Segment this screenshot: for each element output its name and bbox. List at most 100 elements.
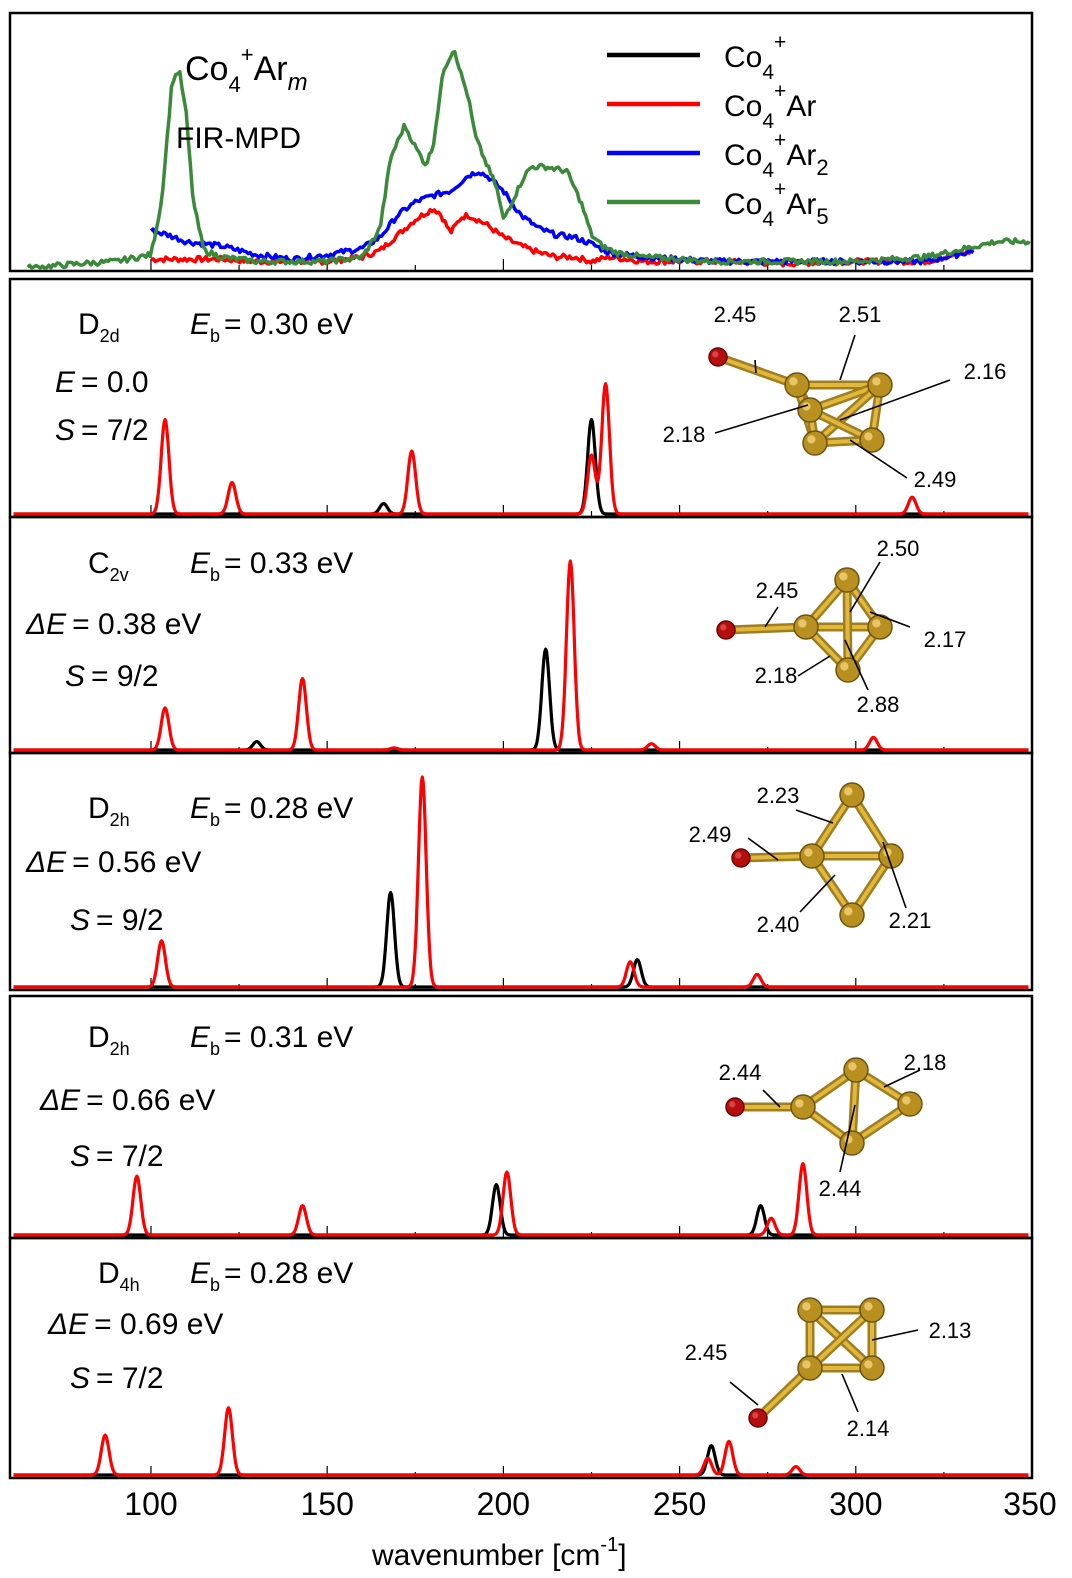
bond-length-leader xyxy=(839,334,856,381)
spin-label: S = 9/2 xyxy=(65,660,159,693)
point-group-label: D4h xyxy=(98,1257,140,1295)
bond-length-leader xyxy=(869,611,911,628)
co-co-bond-highlight xyxy=(845,578,850,672)
bond-length-leader xyxy=(841,1373,859,1413)
bond-length-label: 2.18 xyxy=(904,1050,947,1075)
bond-length-label: 2.16 xyxy=(964,359,1007,384)
argon-atom xyxy=(725,1097,745,1117)
point-group-label: D2d xyxy=(78,308,120,346)
cobalt-atom-shine xyxy=(804,848,813,857)
spectrum-co4 xyxy=(12,1444,1030,1477)
experiment-traces xyxy=(26,49,1031,270)
bond-length-label: 2.88 xyxy=(857,692,900,717)
cobalt-atom-shine xyxy=(839,572,848,581)
bond-length-leader xyxy=(714,404,809,434)
bond-length-leader xyxy=(762,1089,781,1108)
argon-atom xyxy=(731,848,751,868)
x-tick-label-100: 100 xyxy=(124,1486,177,1522)
point-group-label: C2v xyxy=(88,547,129,585)
relative-energy-label: E = 0.0 xyxy=(55,366,149,399)
bond-length-label: 2.45 xyxy=(685,1340,728,1365)
cobalt-atom xyxy=(799,843,825,869)
cobalt-atom-shine xyxy=(848,1062,857,1071)
bond-length-label: 2.18 xyxy=(663,422,706,447)
experiment-subtitle: FIR-MPD xyxy=(176,122,301,155)
cobalt-atom xyxy=(784,372,810,398)
bond-length-label: 2.45 xyxy=(714,302,757,327)
cobalt-atom-shine xyxy=(802,1360,811,1369)
cobalt-atom xyxy=(859,1297,885,1323)
experiment-panel-frame xyxy=(8,11,1034,273)
cobalt-atom-shine xyxy=(802,402,811,411)
cobalt-atom-shine xyxy=(844,907,853,916)
point-group-label: D2h xyxy=(88,1021,130,1059)
theory-panel-1: D2d Eb = 0.30 eV E = 0.0 S = 7/2 2.45 2.51 2.16 2.… xyxy=(8,277,1034,519)
bond-length-leader xyxy=(799,874,836,913)
bond-length-label: 2.14 xyxy=(847,1416,890,1441)
spin-label: S = 7/2 xyxy=(70,1140,164,1173)
x-tick-label-350: 350 xyxy=(1003,1486,1056,1522)
binding-energy-label: Eb = 0.28 eV xyxy=(190,1257,353,1295)
legend-label-Co4+Ar: Co4+Ar xyxy=(724,80,816,133)
co-co-bond-highlight xyxy=(813,383,882,445)
cobalt-atom xyxy=(793,614,819,640)
structure-model: 2.23 2.49 2.40 2.21 xyxy=(689,782,932,937)
x-tick-label-300: 300 xyxy=(829,1486,882,1522)
cobalt-atom xyxy=(843,1057,869,1083)
spectrum-co4ar xyxy=(12,1406,1030,1477)
cobalt-atom xyxy=(839,782,865,808)
bond-length-leader xyxy=(849,439,908,479)
cobalt-atom xyxy=(834,567,860,593)
relative-energy-label: ΔE = 0.66 eV xyxy=(39,1084,215,1117)
argon-atom-shine xyxy=(752,1412,759,1419)
argon-atom-shine xyxy=(729,1101,736,1108)
binding-energy-label: Eb = 0.30 eV xyxy=(190,308,353,346)
bond-length-leader xyxy=(839,1104,856,1173)
bond-length-label: 2.17 xyxy=(924,627,967,652)
cobalt-atom xyxy=(802,430,828,456)
spectrum-co4 xyxy=(12,890,1030,989)
ar-co-bond-highlight xyxy=(716,355,799,387)
bond-length-label: 2.49 xyxy=(914,467,957,492)
bond-length-label: 2.51 xyxy=(839,302,882,327)
spectrum-co4 xyxy=(12,1183,1030,1237)
theory-panel-frame xyxy=(8,1236,1034,1480)
theory-panel-frame xyxy=(8,751,1034,992)
x-axis-label: wavenumber [cm-1] xyxy=(371,1534,627,1572)
cobalt-atom xyxy=(839,1130,865,1156)
cobalt-atom xyxy=(867,372,893,398)
cobalt-atom-shine xyxy=(807,435,816,444)
spin-label: S = 7/2 xyxy=(55,414,149,447)
bond-length-label: 2.45 xyxy=(756,578,799,603)
bond-length-leader xyxy=(795,809,834,824)
cobalt-atom xyxy=(797,1355,823,1381)
argon-atom xyxy=(748,1408,768,1428)
cobalt-atom xyxy=(790,1094,816,1120)
bond-length-label: 2.21 xyxy=(889,908,932,933)
cobalt-atom-shine xyxy=(872,377,881,386)
structure-model: 2.45 2.13 2.14 xyxy=(685,1297,972,1441)
bond-length-label: 2.50 xyxy=(877,536,920,561)
legend-label-Co4+Ar2: Co4+Ar2 xyxy=(724,129,829,182)
bond-length-label: 2.18 xyxy=(755,663,798,688)
bond-length-leader xyxy=(764,606,779,628)
bond-length-leader xyxy=(797,655,831,677)
binding-energy-label: Eb = 0.31 eV xyxy=(190,1021,353,1059)
theory-panel-frame xyxy=(8,994,1034,1240)
structure-model: 2.44 2.18 2.44 xyxy=(719,1050,947,1201)
experiment-trace-Co4+Ar2 xyxy=(149,171,975,266)
bond-length-leader xyxy=(871,1329,919,1341)
bond-length-label: 2.13 xyxy=(929,1318,972,1343)
bond-length-label: 2.44 xyxy=(819,1176,862,1201)
cobalt-atom-shine xyxy=(795,1099,804,1108)
bond-length-leader xyxy=(882,841,907,909)
spectrum-co4ar xyxy=(12,1162,1030,1237)
theory-panels: D2d Eb = 0.30 eV E = 0.0 S = 7/2 2.45 2.51 2.16 2.… xyxy=(8,277,1034,1480)
x-axis: 100 150 200 250 300 350 xyxy=(124,1486,1056,1522)
bond-length-label: 2.44 xyxy=(719,1060,762,1085)
bond-length-label: 2.49 xyxy=(689,822,732,847)
